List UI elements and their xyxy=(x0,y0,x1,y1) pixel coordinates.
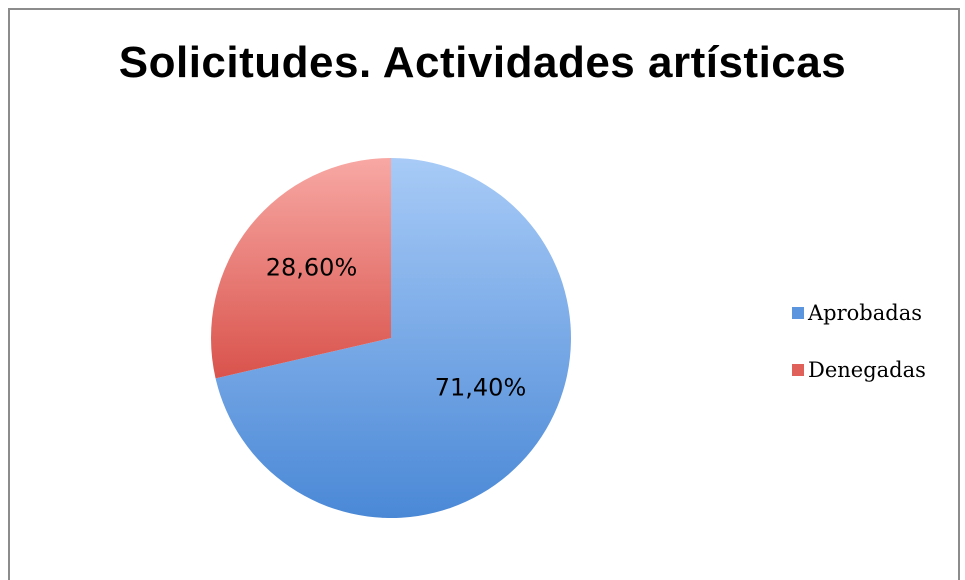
legend-label-aprobadas: Aprobadas xyxy=(808,301,922,325)
legend-label-denegadas: Denegadas xyxy=(808,358,926,382)
legend-item-denegadas: Denegadas xyxy=(792,357,926,383)
legend-swatch-aprobadas xyxy=(792,307,804,319)
chart-title: Solicitudes. Actividades artísticas xyxy=(118,38,847,87)
chart-legend: Aprobadas Denegadas xyxy=(792,300,926,414)
slice-label-aprobadas: 71,40% xyxy=(435,373,527,401)
legend-swatch-denegadas xyxy=(792,364,804,376)
slice-label-denegadas: 28,60% xyxy=(266,254,358,282)
pie-slice-aprobadas xyxy=(215,158,572,519)
pie-slice-denegadas xyxy=(210,158,391,379)
legend-item-aprobadas: Aprobadas xyxy=(792,300,926,326)
